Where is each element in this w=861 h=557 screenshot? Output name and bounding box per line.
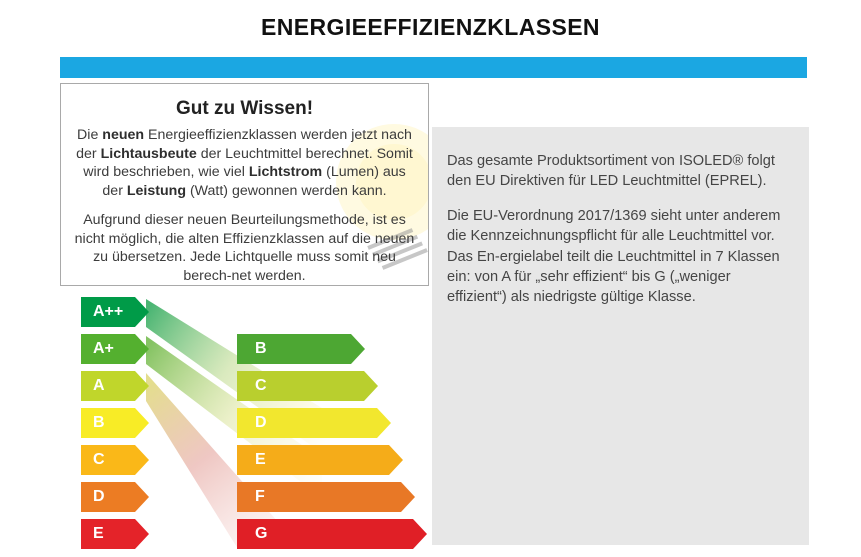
new-class-arrow-c: C (237, 371, 378, 401)
new-class-arrow-b: B (237, 334, 365, 364)
new-class-label: G (255, 525, 268, 542)
new-class-label: F (255, 488, 265, 505)
product-info-panel: Das gesamte Produktsortiment von ISOLED®… (432, 127, 809, 545)
info-box-paragraph-2: Aufgrund dieser neuen Beurteilungsmethod… (74, 211, 415, 285)
old-class-arrow-a: A (81, 371, 149, 401)
old-class-arrow-b: B (81, 408, 149, 438)
new-class-label: C (255, 377, 267, 394)
info-box: Gut zu Wissen! Die neuen Energieeffizien… (60, 83, 429, 286)
header-accent-bar (60, 57, 807, 78)
old-class-label: E (93, 525, 104, 542)
old-class-label: B (93, 414, 105, 431)
info-box-paragraph-1: Die neuen Energieeffizienzklassen werden… (76, 127, 413, 200)
old-class-arrow-a-plus-plus: A++ (81, 297, 149, 327)
new-class-label: D (255, 414, 267, 431)
old-class-arrow-d: D (81, 482, 149, 512)
old-class-arrow-c: C (81, 445, 149, 475)
light-bulb-watermark (336, 124, 428, 270)
new-class-arrow-f: F (237, 482, 415, 512)
old-class-label: C (93, 451, 105, 468)
old-class-label: A++ (93, 303, 124, 320)
page-title: ENERGIEEFFIZIENZKLASSEN (261, 14, 600, 40)
product-info-paragraph-2: Die EU-Verordnung 2017/1369 sieht unter … (447, 208, 781, 305)
old-class-label: A (93, 377, 105, 394)
old-class-label: D (93, 488, 105, 505)
new-class-arrow-e: E (237, 445, 403, 475)
old-class-label: A+ (93, 340, 114, 357)
new-class-arrow-g: G (237, 519, 427, 549)
new-class-label: E (255, 451, 266, 468)
old-class-arrow-a-plus: A+ (81, 334, 149, 364)
product-info-paragraph-1: Das gesamte Produktsortiment von ISOLED®… (447, 153, 775, 190)
old-class-arrow-e: E (81, 519, 149, 549)
new-class-label: B (255, 340, 267, 357)
new-class-arrow-d: D (237, 408, 391, 438)
info-box-heading: Gut zu Wissen! (175, 98, 314, 119)
